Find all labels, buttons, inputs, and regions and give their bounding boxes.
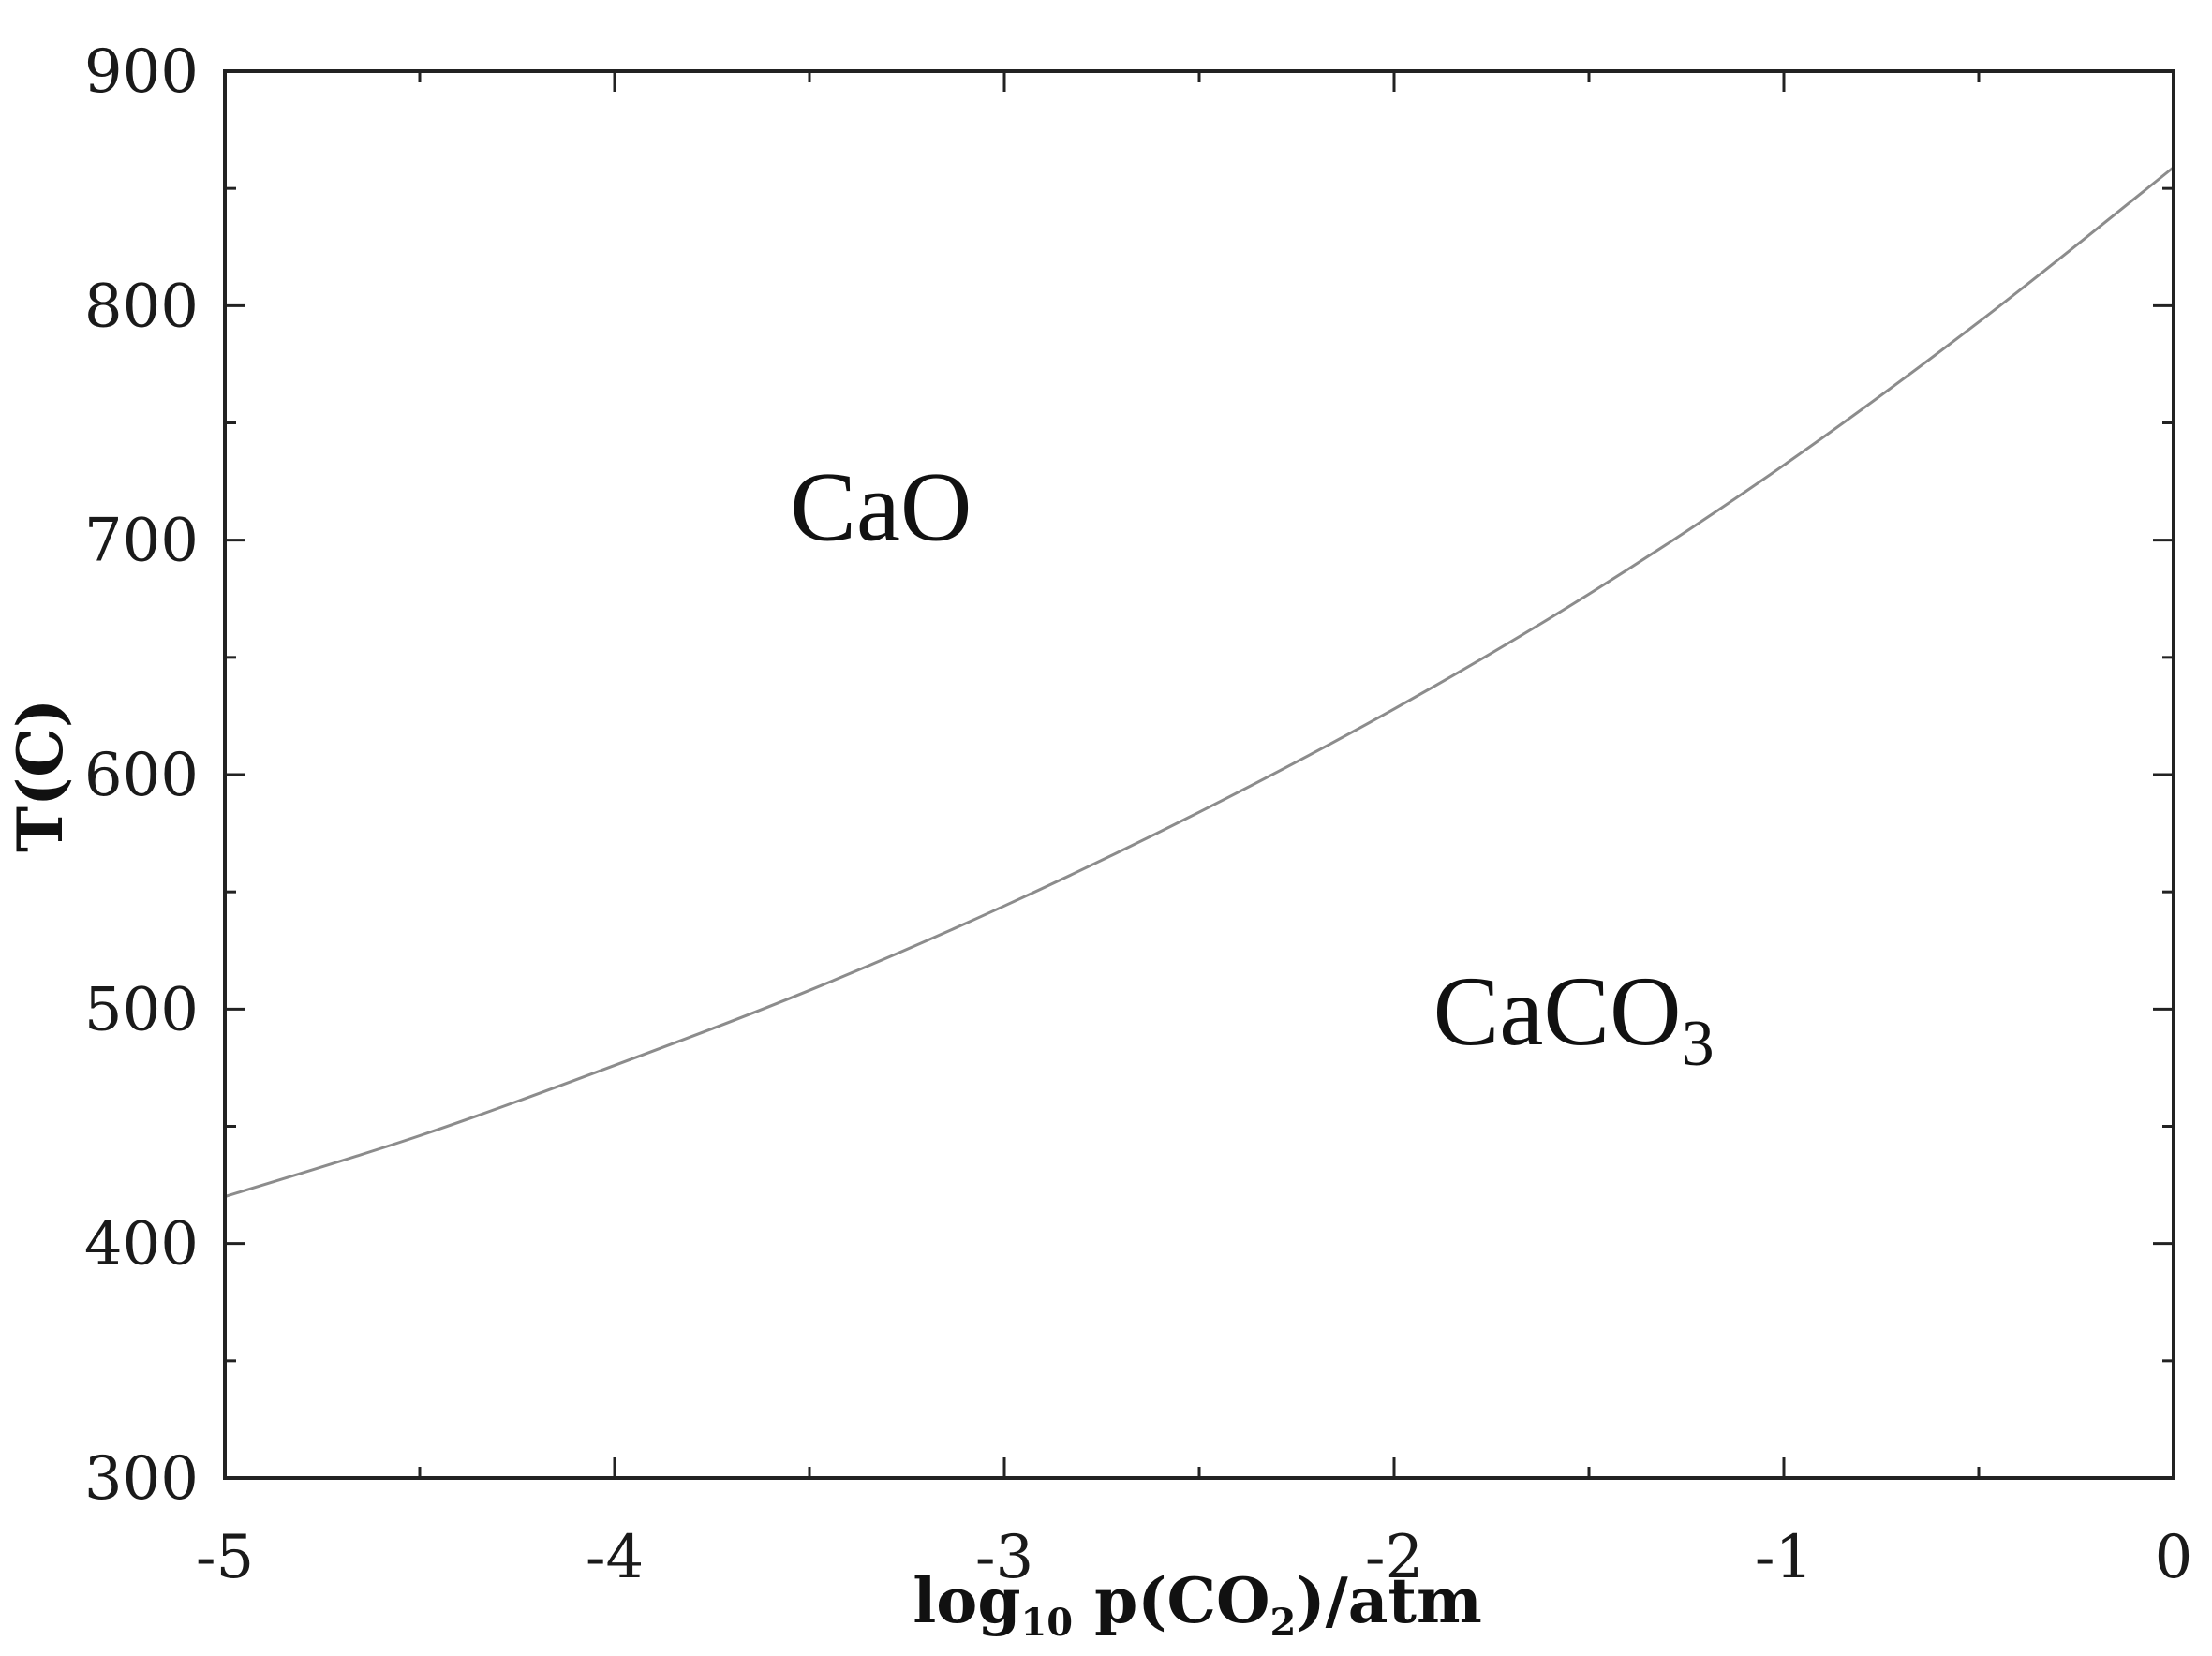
- region-labels: CaO CaCO3: [790, 452, 1714, 1080]
- x-axis-label-main: log: [913, 1564, 1020, 1637]
- plot-frame: [223, 69, 2175, 1480]
- series-layer: [224, 166, 2175, 1199]
- phase-boundary-line: [224, 166, 2175, 1199]
- x-axis-label-end: )/atm: [1296, 1564, 1481, 1637]
- y-tick-labels: 300 400 500 600 700 800 900: [84, 37, 199, 1514]
- y-tick-label: 800: [84, 272, 199, 341]
- x-tick-label: -1: [1755, 1523, 1813, 1592]
- y-tick-label: 500: [84, 975, 199, 1044]
- y-tick-label: 400: [84, 1210, 199, 1279]
- region-label-subscript: 3: [1682, 1008, 1715, 1080]
- y-axis-label: T(C): [4, 699, 77, 852]
- y-tick-label: 700: [84, 507, 199, 576]
- x-axis-label: log10 p(CO2)/atm: [913, 1564, 1482, 1645]
- y-tick-label: 300: [84, 1444, 199, 1514]
- x-tick-label: -2: [1365, 1523, 1423, 1592]
- x-tick-label: 0: [2155, 1523, 2193, 1592]
- region-label: CaCO3: [1433, 956, 1715, 1080]
- y-tick-label: 900: [84, 37, 199, 107]
- x-axis-label-mid: p(CO: [1073, 1564, 1269, 1637]
- y-tick-label: 600: [84, 741, 199, 810]
- region-label-text: CaO: [790, 452, 972, 562]
- x-tick-label: -3: [975, 1523, 1033, 1592]
- region-label: CaO: [790, 452, 972, 562]
- x-axis-label-sub2: 2: [1270, 1601, 1297, 1645]
- x-axis-label-sub: 10: [1020, 1601, 1073, 1645]
- x-tick-label: -4: [586, 1523, 644, 1592]
- region-label-text: CaCO: [1433, 956, 1682, 1066]
- x-tick-labels: -5 -4 -3 -2 -1 0: [196, 1523, 2193, 1592]
- x-tick-label: -5: [196, 1523, 254, 1592]
